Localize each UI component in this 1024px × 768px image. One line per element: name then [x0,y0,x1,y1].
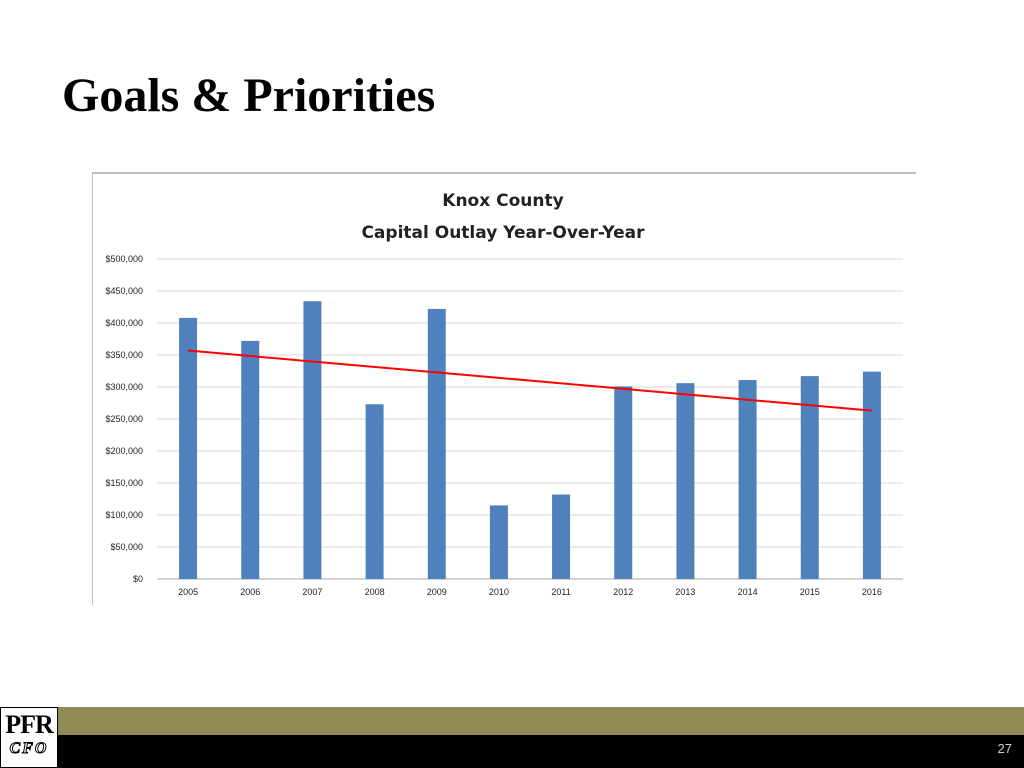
x-tick-label: 2013 [675,587,695,597]
x-tick-label: 2012 [613,587,633,597]
x-tick-label: 2011 [551,587,570,597]
y-tick-label: $200,000 [105,446,143,456]
logo-top-text: PFR [5,710,54,739]
chart-title: Knox County [442,191,563,211]
y-tick-label: $400,000 [105,318,143,328]
x-axis-tick-labels: 2005 2006 2007 2008 2009 2010 2011 2012 2013 2014… [178,587,882,597]
x-tick-label: 2009 [427,587,447,597]
bar [365,404,384,579]
bar [800,376,819,579]
y-tick-label: $150,000 [105,478,143,488]
x-tick-label: 2008 [365,587,385,597]
bar [489,505,508,579]
trendline-layer [187,349,873,412]
bar [862,371,881,579]
bar [676,383,695,579]
footer-band [0,735,1024,768]
y-tick-label: $0 [133,574,143,584]
pfr-cfo-logo: PFR CFO [0,707,58,768]
bar [241,340,260,579]
bar-series [179,301,881,579]
x-tick-label: 2016 [862,587,882,597]
bar [738,379,757,579]
y-tick-label: $50,000 [110,542,143,552]
gridlines [157,258,903,580]
y-tick-label: $500,000 [105,254,143,264]
chart-panel: Knox County Capital Outlay Year-Over-Yea… [92,172,916,605]
logo-bottom-text: CFO [9,740,49,758]
trendline [187,349,873,412]
slide-title: Goals & Priorities [62,69,436,122]
chart-subtitle: Capital Outlay Year-Over-Year [361,223,645,243]
y-tick-label: $100,000 [105,510,143,520]
y-tick-label: $350,000 [105,350,143,360]
page-number: 27 [997,741,1012,756]
y-tick-label: $450,000 [105,286,143,296]
y-tick-label: $250,000 [105,414,143,424]
y-axis-tick-labels: $0 $50,000 $100,000 $150,000 $200,000 $250,00… [105,254,143,584]
x-tick-label: 2010 [489,587,509,597]
x-tick-label: 2015 [800,587,820,597]
bar [303,301,322,579]
x-tick-label: 2007 [302,587,322,597]
x-tick-label: 2014 [738,587,758,597]
bar [552,494,571,579]
x-tick-label: 2005 [178,587,198,597]
bar [427,308,446,579]
bar-chart: Knox County Capital Outlay Year-Over-Yea… [105,191,903,597]
bar [614,386,633,579]
bar [179,317,198,579]
y-tick-label: $300,000 [105,382,143,392]
x-tick-label: 2006 [240,587,260,597]
footer-accent-band [0,707,1024,735]
